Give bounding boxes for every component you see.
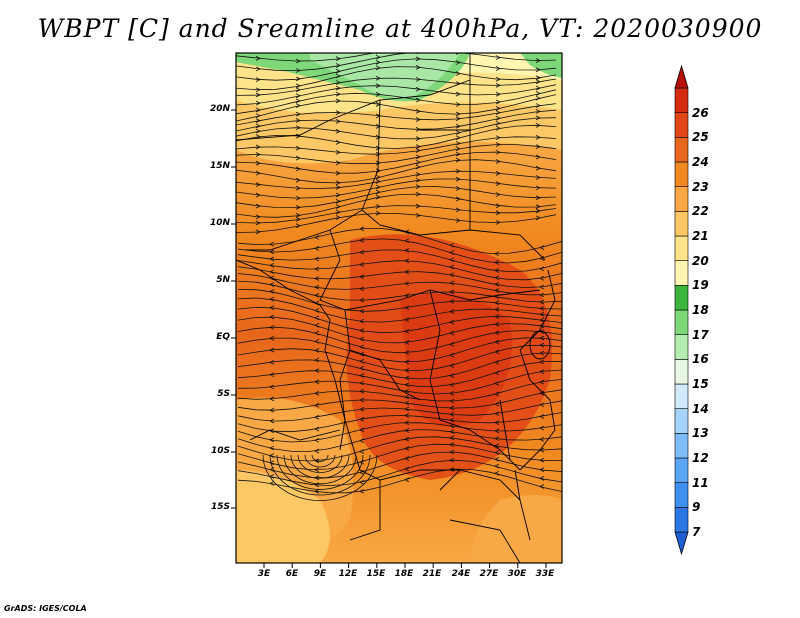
colorbar-label: 26 <box>692 105 709 120</box>
lat-label-10n: 10N <box>209 218 230 228</box>
colorbar-label: 16 <box>692 352 709 367</box>
colorbar-label: 7 <box>692 525 701 539</box>
colorbar-swatch <box>674 137 689 163</box>
colorbar-label: 21 <box>692 229 709 243</box>
lat-label-5n: 5N <box>216 275 230 285</box>
lat-label-10s: 10S <box>210 446 230 456</box>
colorbar-swatch <box>674 482 689 508</box>
lon-label-24e: 24E <box>451 569 471 579</box>
temperature-field <box>236 53 562 563</box>
lon-label-30e: 30E <box>507 569 527 579</box>
colorbar-swatch <box>674 186 689 212</box>
colorbar-swatch <box>674 87 689 113</box>
colorbar-label: 24 <box>692 155 709 169</box>
colorbar-label: 13 <box>692 426 709 441</box>
lon-label-27e: 27E <box>479 569 499 579</box>
colorbar-min-triangle <box>674 531 689 556</box>
colorbar-label: 12 <box>692 451 709 465</box>
colorbar-swatch <box>674 334 689 360</box>
colorbar-label: 17 <box>692 327 709 342</box>
colorbar-swatch <box>674 112 689 138</box>
colorbar-swatch <box>674 285 689 311</box>
lat-label-15n: 15N <box>209 161 230 171</box>
lat-label-5s: 5S <box>217 389 230 399</box>
colorbar-swatch <box>674 235 689 261</box>
colorbar-label: 20 <box>692 253 709 268</box>
colorbar-swatch <box>674 260 689 286</box>
lon-label-9e: 9E <box>313 569 327 579</box>
colorbar-label: 19 <box>692 278 709 293</box>
lon-label-12e: 12E <box>338 569 358 579</box>
colorbar-label: 18 <box>692 303 709 317</box>
map-title: WBPT [C] and Sreamline at 400hPa, VT: 20… <box>37 14 763 43</box>
lon-label-3e: 3E <box>257 569 271 579</box>
colorbar-label: 14 <box>692 401 709 416</box>
colorbar-swatch <box>674 161 689 187</box>
lat-label-20n: 20N <box>209 104 230 114</box>
lon-label-18e: 18E <box>394 569 414 579</box>
plot-frame <box>235 52 563 564</box>
colorbar-label: 11 <box>692 475 709 490</box>
colorbar-label: 25 <box>692 130 709 145</box>
colorbar-label: 15 <box>692 377 709 391</box>
colorbar-swatch <box>674 383 689 409</box>
lat-label-15s: 15S <box>210 502 230 512</box>
colorbar-label: 9 <box>692 500 701 515</box>
colorbar-label: 22 <box>692 204 709 219</box>
lon-label-21e: 21E <box>422 569 442 579</box>
footer-credit: GrADS: IGES/COLA <box>4 604 87 613</box>
colorbar-swatch <box>674 309 689 335</box>
colorbar-label: 23 <box>692 179 709 194</box>
colorbar-max-triangle <box>674 64 689 89</box>
colorbar-swatch <box>674 507 689 533</box>
lon-label-33e: 33E <box>535 569 555 579</box>
country-borders <box>236 53 556 563</box>
colorbar-swatch <box>674 359 689 385</box>
lon-label-15e: 15E <box>366 569 386 579</box>
colorbar-swatch <box>674 408 689 434</box>
colorbar-swatch <box>674 211 689 237</box>
lon-label-6e: 6E <box>285 569 299 579</box>
colorbar-swatch <box>674 433 689 459</box>
lat-label-eq: EQ <box>216 332 230 342</box>
colorbar-swatch <box>674 457 689 483</box>
